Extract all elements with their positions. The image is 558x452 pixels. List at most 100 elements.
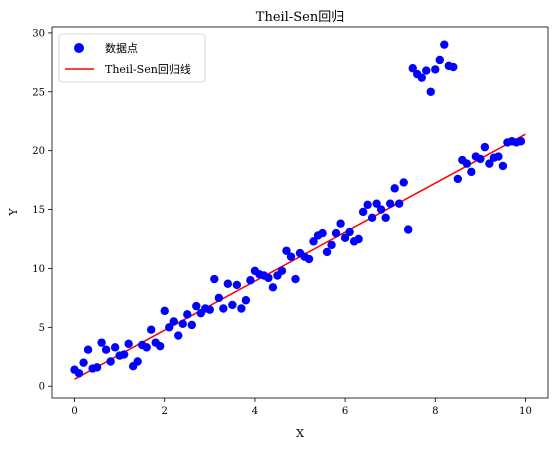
data-point — [165, 323, 174, 332]
x-tick-label: 0 — [71, 406, 77, 417]
data-point — [318, 228, 327, 238]
data-point — [178, 319, 187, 328]
data-point — [331, 228, 341, 238]
data-point — [119, 350, 129, 359]
legend-box — [58, 33, 206, 83]
data-point — [476, 154, 485, 164]
data-point — [516, 137, 526, 146]
data-point — [494, 152, 503, 161]
x-tick-label: 10 — [519, 406, 532, 417]
data-point — [187, 320, 196, 330]
y-tick-label: 25 — [32, 87, 45, 98]
data-point — [74, 369, 84, 378]
data-point — [210, 274, 219, 284]
x-tick-label: 6 — [342, 406, 348, 417]
data-point — [304, 254, 314, 264]
data-point — [282, 246, 291, 255]
x-tick-label: 2 — [162, 406, 168, 417]
y-tick-label: 30 — [32, 28, 45, 39]
data-point — [169, 317, 178, 326]
data-point — [485, 159, 494, 168]
y-tick-label: 20 — [32, 146, 45, 157]
data-point — [395, 199, 404, 208]
data-point — [142, 343, 151, 352]
y-axis: 0 5 10 15 20 25 30 — [32, 28, 52, 393]
data-point — [156, 341, 165, 351]
data-point — [264, 273, 273, 283]
data-point — [241, 296, 251, 305]
data-point — [376, 205, 386, 214]
data-point — [467, 167, 476, 177]
data-point — [417, 73, 426, 82]
data-point — [192, 301, 201, 311]
data-point — [228, 300, 237, 310]
data-point — [431, 65, 440, 74]
y-tick-label: 15 — [32, 205, 45, 216]
data-point — [453, 174, 463, 184]
data-point — [449, 62, 458, 72]
data-point — [354, 234, 363, 244]
x-axis: 0 2 4 6 8 10 — [71, 398, 532, 417]
data-point — [277, 266, 287, 275]
data-point — [345, 227, 354, 237]
data-point — [363, 200, 372, 210]
data-point — [408, 64, 417, 73]
data-point — [381, 213, 390, 222]
data-point — [291, 274, 300, 284]
y-tick-label: 10 — [32, 264, 45, 275]
data-point — [97, 338, 106, 347]
legend-marker-scatter — [74, 43, 84, 53]
data-point — [480, 142, 490, 152]
legend-label-line: Theil-Sen回归线 — [105, 62, 191, 76]
data-point — [367, 213, 377, 222]
data-point — [268, 283, 278, 292]
x-tick-label: 8 — [432, 406, 438, 417]
data-point — [147, 325, 156, 334]
y-tick-label: 5 — [39, 323, 45, 334]
data-point — [124, 339, 133, 349]
data-point — [133, 357, 142, 366]
chart-title: Theil-Sen回归 — [256, 10, 344, 25]
x-tick-label: 4 — [252, 406, 258, 417]
data-point — [286, 252, 296, 261]
data-point — [372, 199, 381, 208]
y-axis-label: Y — [7, 208, 20, 217]
legend-label-scatter: 数据点 — [105, 41, 138, 55]
data-point — [205, 305, 215, 314]
data-point — [462, 159, 472, 168]
data-point — [219, 304, 228, 313]
data-point — [336, 219, 345, 228]
y-tick-label: 0 — [39, 382, 45, 393]
data-point — [404, 225, 413, 234]
data-point — [79, 358, 88, 367]
data-point — [440, 40, 449, 49]
data-point — [223, 279, 233, 288]
data-point — [214, 293, 224, 303]
data-point — [422, 66, 431, 75]
data-point — [399, 178, 408, 187]
data-point — [183, 310, 192, 319]
legend: 数据点 Theil-Sen回归线 — [58, 33, 206, 83]
data-point — [385, 199, 395, 208]
x-axis-label: X — [296, 427, 304, 440]
data-point — [309, 237, 318, 246]
data-point — [92, 363, 102, 372]
data-point — [101, 345, 111, 354]
data-point — [174, 331, 183, 340]
data-point — [232, 280, 242, 290]
data-point — [237, 304, 246, 313]
data-point — [322, 247, 332, 257]
data-point — [160, 306, 169, 316]
data-point — [246, 276, 255, 285]
data-point — [327, 240, 336, 250]
data-point — [106, 357, 115, 366]
data-point — [110, 343, 120, 352]
data-point — [498, 161, 508, 171]
data-point — [426, 87, 435, 96]
data-point — [340, 233, 350, 243]
data-point — [358, 207, 368, 217]
plot-frame — [51, 26, 549, 399]
plot-area — [70, 40, 526, 380]
data-point — [83, 345, 93, 354]
